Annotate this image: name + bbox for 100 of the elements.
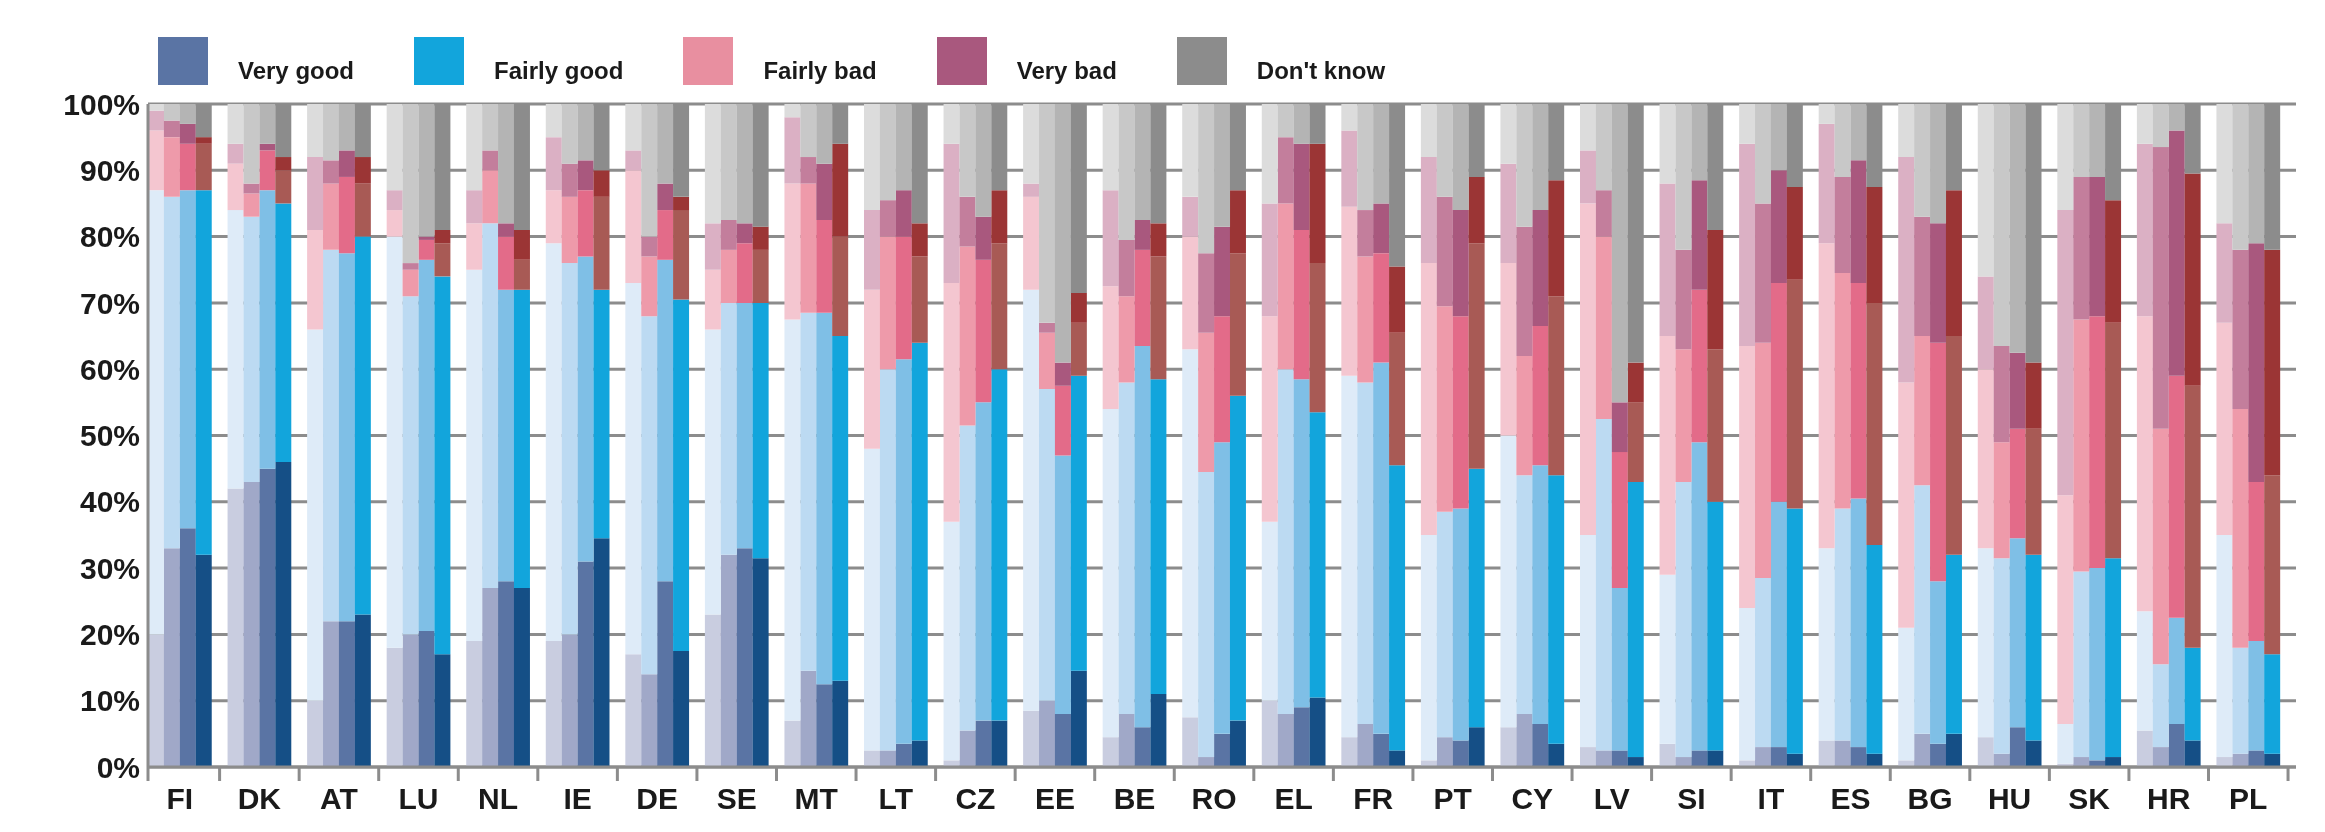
bar bbox=[657, 259, 674, 582]
bar bbox=[2232, 753, 2249, 767]
bar bbox=[593, 196, 610, 290]
bar bbox=[323, 249, 340, 622]
bar bbox=[2136, 730, 2153, 767]
bar bbox=[1468, 176, 1485, 244]
bar bbox=[2232, 104, 2249, 250]
bar bbox=[1627, 757, 1644, 767]
bar bbox=[720, 554, 737, 767]
bar bbox=[434, 276, 451, 655]
bar bbox=[943, 143, 960, 284]
bar bbox=[1039, 332, 1056, 390]
bar bbox=[1420, 104, 1437, 158]
bar bbox=[354, 157, 371, 184]
bar bbox=[1898, 104, 1915, 158]
bar bbox=[911, 342, 928, 741]
bar bbox=[864, 750, 880, 767]
bar bbox=[1850, 747, 1867, 767]
bar bbox=[991, 720, 1008, 767]
bar bbox=[2264, 475, 2281, 655]
bar bbox=[1866, 302, 1883, 545]
bar bbox=[800, 312, 817, 671]
bar bbox=[1341, 375, 1358, 738]
bar bbox=[879, 200, 896, 237]
bar bbox=[1707, 501, 1724, 751]
x-tick-label: EE bbox=[1034, 782, 1075, 815]
bar bbox=[895, 104, 912, 191]
bar bbox=[1134, 249, 1151, 346]
bar bbox=[1675, 481, 1692, 758]
bar bbox=[2168, 130, 2185, 376]
bar bbox=[402, 296, 419, 635]
bar bbox=[498, 236, 515, 290]
bar bbox=[1516, 226, 1533, 356]
bar bbox=[1118, 296, 1135, 383]
bar bbox=[402, 634, 419, 767]
bar bbox=[1977, 104, 1994, 277]
bar bbox=[1150, 256, 1167, 380]
bar bbox=[1866, 186, 1883, 303]
bar bbox=[243, 183, 260, 194]
bar bbox=[418, 239, 435, 260]
bar bbox=[1198, 332, 1215, 472]
bar bbox=[1198, 104, 1215, 254]
bar bbox=[2184, 647, 2201, 741]
bar bbox=[466, 223, 483, 270]
bar bbox=[2009, 352, 2026, 429]
bar bbox=[498, 581, 515, 767]
bar bbox=[1866, 753, 1883, 767]
bar bbox=[1516, 355, 1533, 476]
bar bbox=[195, 554, 212, 767]
bar bbox=[2168, 723, 2185, 767]
bar bbox=[2168, 617, 2185, 724]
x-tick-label: MT bbox=[794, 782, 838, 815]
bar bbox=[800, 157, 817, 184]
bar bbox=[1770, 104, 1787, 171]
bar bbox=[2264, 654, 2281, 754]
bar bbox=[2136, 611, 2153, 731]
bar bbox=[1150, 223, 1167, 257]
bar bbox=[513, 587, 530, 767]
bar bbox=[498, 289, 515, 582]
bar bbox=[259, 143, 276, 151]
bar bbox=[1182, 104, 1199, 197]
bar bbox=[1261, 700, 1278, 767]
bar bbox=[1691, 180, 1708, 290]
bar bbox=[418, 104, 435, 237]
bar bbox=[1261, 104, 1278, 204]
x-tick-label: LT bbox=[878, 782, 914, 815]
bar bbox=[816, 163, 833, 221]
bar bbox=[864, 289, 880, 449]
bar bbox=[1277, 137, 1294, 204]
bar bbox=[1373, 733, 1390, 767]
x-tick-label: SE bbox=[716, 782, 757, 815]
y-tick-label: 70% bbox=[79, 286, 140, 320]
bar bbox=[2089, 316, 2106, 569]
bar bbox=[1118, 239, 1135, 297]
bar bbox=[1755, 203, 1772, 343]
bar bbox=[386, 190, 403, 211]
bar bbox=[1580, 150, 1596, 204]
y-tick-label: 20% bbox=[79, 618, 140, 652]
bar bbox=[2089, 760, 2106, 767]
bar bbox=[832, 680, 849, 767]
bar bbox=[1118, 104, 1135, 240]
bar bbox=[1755, 104, 1772, 204]
bar bbox=[482, 104, 499, 151]
bar bbox=[1548, 475, 1565, 744]
bar bbox=[1293, 104, 1310, 144]
bar bbox=[959, 196, 976, 247]
bar bbox=[1898, 382, 1915, 628]
bar bbox=[625, 654, 642, 767]
bar bbox=[1054, 362, 1071, 386]
bar bbox=[338, 253, 355, 622]
bar bbox=[2025, 362, 2042, 429]
bar bbox=[1229, 253, 1246, 396]
x-tick-label: HU bbox=[1987, 782, 2032, 815]
bar bbox=[1229, 720, 1246, 767]
bar bbox=[895, 236, 912, 360]
bar bbox=[641, 104, 658, 237]
bar bbox=[864, 210, 880, 290]
bar bbox=[895, 190, 912, 237]
bar bbox=[2057, 210, 2074, 496]
x-tick-label: FI bbox=[166, 782, 194, 815]
